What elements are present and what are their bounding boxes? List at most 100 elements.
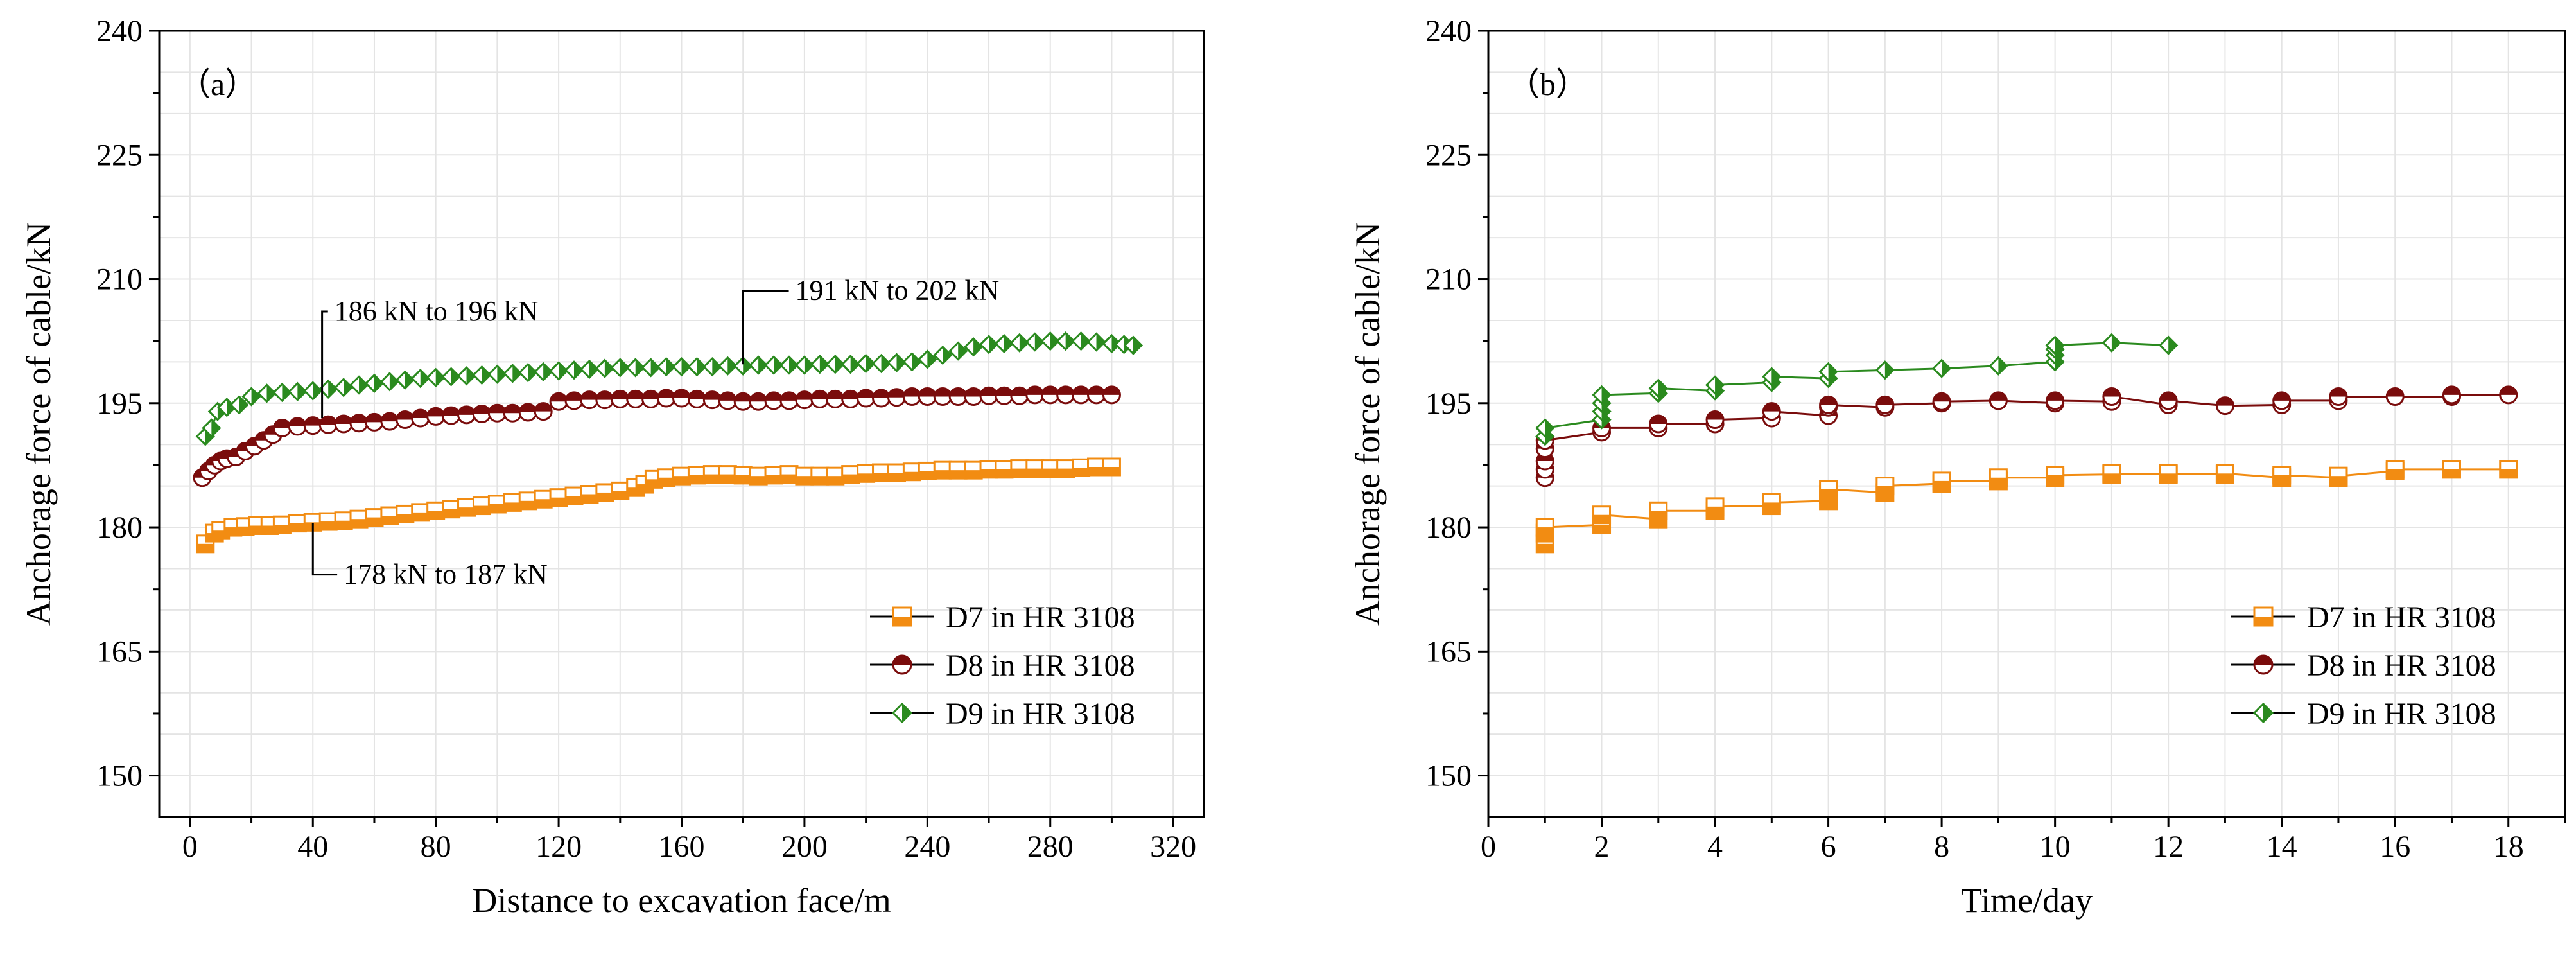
panel-a-chart: 0 40 80 120 160 200 240 280 320 150 165 180 195 210 22… xyxy=(19,14,1205,920)
data-point xyxy=(395,370,415,390)
data-point xyxy=(994,333,1014,354)
data-point xyxy=(503,364,523,383)
data-point xyxy=(2046,466,2065,485)
data-point xyxy=(979,386,998,405)
panel-b-axes-frame xyxy=(1487,30,2566,818)
series-d7 xyxy=(1535,460,2518,554)
data-point xyxy=(534,362,553,381)
data-point xyxy=(564,486,584,505)
data-point xyxy=(718,465,737,484)
data-point xyxy=(2159,391,2178,410)
data-point xyxy=(2045,335,2065,355)
legend-marker xyxy=(2253,654,2274,675)
data-point xyxy=(1087,457,1106,477)
data-point xyxy=(303,381,323,401)
x-tick-label: 0 xyxy=(182,830,198,864)
data-point xyxy=(733,466,753,485)
data-point xyxy=(334,414,353,434)
data-point xyxy=(579,359,600,380)
data-point xyxy=(625,358,645,378)
data-point xyxy=(1649,501,1668,520)
data-point xyxy=(380,506,399,525)
data-point xyxy=(610,358,630,378)
data-point xyxy=(1819,395,1838,414)
series-d9 xyxy=(1535,333,2179,446)
data-point xyxy=(457,405,476,425)
legend-label: D8 in HR 3108 xyxy=(2307,649,2496,683)
data-point xyxy=(457,366,476,386)
data-point xyxy=(1932,392,1951,411)
y-tick-label: 150 xyxy=(96,759,143,793)
data-point xyxy=(841,389,860,408)
x-tick-label: 14 xyxy=(2267,830,2297,864)
data-point xyxy=(2046,391,2065,410)
data-point xyxy=(641,358,661,378)
data-point xyxy=(2215,464,2234,483)
y-axis-title: Anchorage force of cable/kN xyxy=(19,222,58,626)
x-axis-title: Distance to excavation face/m xyxy=(472,881,891,920)
data-point xyxy=(288,417,307,436)
data-point xyxy=(1535,518,1554,537)
data-point xyxy=(396,410,415,430)
data-point xyxy=(779,391,799,410)
data-point xyxy=(840,355,860,374)
panel-label: （b） xyxy=(1508,66,1588,102)
data-point xyxy=(426,367,446,387)
annotation-text: 186 kN to 196 kN xyxy=(335,295,539,327)
x-tick-label: 160 xyxy=(659,830,705,864)
y-tick-label: 195 xyxy=(96,387,143,421)
data-point xyxy=(580,485,599,504)
data-point xyxy=(595,390,614,410)
legend-label: D7 in HR 3108 xyxy=(946,600,1135,635)
data-point xyxy=(964,460,983,480)
data-point xyxy=(672,356,692,377)
data-point xyxy=(396,504,415,523)
data-point xyxy=(334,511,353,530)
data-point xyxy=(656,356,676,377)
data-point xyxy=(1025,385,1045,405)
data-point xyxy=(1875,477,1895,496)
data-point xyxy=(718,391,737,410)
data-point xyxy=(2442,460,2461,479)
data-point xyxy=(2215,396,2234,416)
data-point xyxy=(794,355,815,375)
data-point xyxy=(1010,459,1029,478)
data-point xyxy=(871,353,891,374)
data-point xyxy=(564,360,584,380)
y-tick-label: 240 xyxy=(96,14,143,48)
x-tick-label: 240 xyxy=(904,830,950,864)
data-point xyxy=(426,501,446,520)
data-point xyxy=(1072,458,1091,477)
data-point xyxy=(826,389,845,408)
data-point xyxy=(318,512,338,531)
data-point xyxy=(518,403,537,422)
data-point xyxy=(272,515,292,534)
data-point xyxy=(1875,360,1895,380)
x-tick-label: 12 xyxy=(2153,830,2184,864)
data-point xyxy=(564,391,584,410)
data-point xyxy=(702,465,722,484)
data-point xyxy=(657,389,676,408)
data-point xyxy=(702,356,722,377)
x-tick-label: 18 xyxy=(2493,830,2524,864)
data-point xyxy=(534,489,553,509)
data-point xyxy=(349,414,369,433)
data-point xyxy=(379,372,400,392)
data-point xyxy=(857,389,876,408)
data-point xyxy=(1592,505,1612,525)
data-point xyxy=(288,514,307,533)
data-point xyxy=(1989,356,2008,376)
x-tick-label: 120 xyxy=(535,830,582,864)
annotation-text: 191 kN to 202 kN xyxy=(796,275,1000,306)
data-point xyxy=(472,496,491,516)
data-point xyxy=(1762,367,1782,387)
x-tick-label: 280 xyxy=(1027,830,1074,864)
data-point xyxy=(548,361,569,381)
data-point xyxy=(426,407,446,426)
data-point xyxy=(611,389,630,408)
data-point xyxy=(641,389,661,408)
data-point xyxy=(1009,333,1030,353)
data-point xyxy=(749,466,768,486)
y-tick-label: 225 xyxy=(96,138,143,172)
